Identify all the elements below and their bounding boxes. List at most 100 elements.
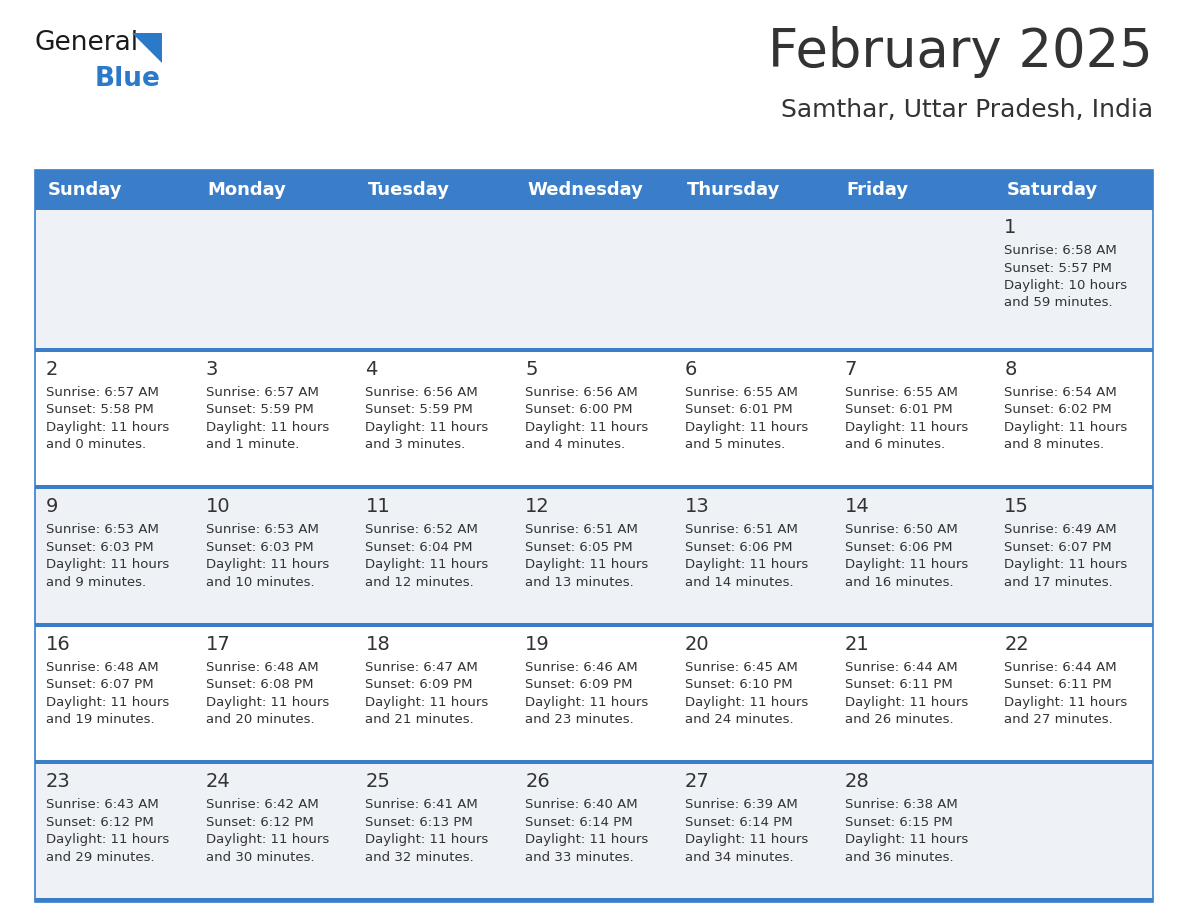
Text: Daylight: 11 hours: Daylight: 11 hours bbox=[1004, 696, 1127, 709]
Bar bbox=[514, 627, 674, 760]
Text: Sunset: 6:06 PM: Sunset: 6:06 PM bbox=[845, 541, 952, 554]
Text: and 16 minutes.: and 16 minutes. bbox=[845, 576, 953, 588]
Bar bbox=[674, 170, 834, 210]
Bar bbox=[195, 210, 354, 348]
Text: Daylight: 11 hours: Daylight: 11 hours bbox=[366, 558, 488, 571]
Text: Sunrise: 6:57 AM: Sunrise: 6:57 AM bbox=[206, 386, 318, 398]
Text: and 23 minutes.: and 23 minutes. bbox=[525, 713, 634, 726]
Text: Sunset: 6:07 PM: Sunset: 6:07 PM bbox=[1004, 541, 1112, 554]
Text: Sunrise: 6:51 AM: Sunrise: 6:51 AM bbox=[684, 523, 797, 536]
Bar bbox=[834, 170, 993, 210]
Bar bbox=[993, 352, 1154, 486]
Text: Sunset: 6:05 PM: Sunset: 6:05 PM bbox=[525, 541, 633, 554]
Text: and 19 minutes.: and 19 minutes. bbox=[46, 713, 154, 726]
Bar bbox=[993, 210, 1154, 348]
Bar bbox=[34, 170, 195, 210]
Text: Sunrise: 6:53 AM: Sunrise: 6:53 AM bbox=[206, 523, 318, 536]
Text: Sunrise: 6:39 AM: Sunrise: 6:39 AM bbox=[684, 799, 797, 812]
Bar bbox=[34, 622, 1154, 627]
Text: and 20 minutes.: and 20 minutes. bbox=[206, 713, 315, 726]
Text: Daylight: 11 hours: Daylight: 11 hours bbox=[845, 558, 968, 571]
Text: Monday: Monday bbox=[208, 181, 286, 199]
Text: Sunrise: 6:48 AM: Sunrise: 6:48 AM bbox=[206, 661, 318, 674]
Text: and 10 minutes.: and 10 minutes. bbox=[206, 576, 315, 588]
Bar bbox=[993, 170, 1154, 210]
Text: 20: 20 bbox=[684, 635, 709, 654]
Text: Daylight: 11 hours: Daylight: 11 hours bbox=[46, 558, 169, 571]
Text: 5: 5 bbox=[525, 360, 538, 378]
Polygon shape bbox=[132, 33, 162, 63]
Text: Sunset: 6:06 PM: Sunset: 6:06 PM bbox=[684, 541, 792, 554]
Bar bbox=[514, 765, 674, 898]
Text: Sunset: 6:01 PM: Sunset: 6:01 PM bbox=[684, 403, 792, 416]
Text: Sunrise: 6:51 AM: Sunrise: 6:51 AM bbox=[525, 523, 638, 536]
Text: 18: 18 bbox=[366, 635, 390, 654]
Bar bbox=[834, 765, 993, 898]
Text: and 4 minutes.: and 4 minutes. bbox=[525, 438, 625, 451]
Text: 26: 26 bbox=[525, 772, 550, 791]
Text: Daylight: 11 hours: Daylight: 11 hours bbox=[206, 834, 329, 846]
Text: Thursday: Thursday bbox=[687, 181, 781, 199]
Text: Sunset: 6:14 PM: Sunset: 6:14 PM bbox=[525, 816, 633, 829]
Text: 14: 14 bbox=[845, 498, 870, 516]
Bar bbox=[993, 765, 1154, 898]
Text: Sunrise: 6:38 AM: Sunrise: 6:38 AM bbox=[845, 799, 958, 812]
Text: 11: 11 bbox=[366, 498, 390, 516]
Text: Sunrise: 6:44 AM: Sunrise: 6:44 AM bbox=[1004, 661, 1117, 674]
Text: Sunrise: 6:47 AM: Sunrise: 6:47 AM bbox=[366, 661, 479, 674]
Text: and 5 minutes.: and 5 minutes. bbox=[684, 438, 785, 451]
Bar bbox=[993, 627, 1154, 760]
Text: Daylight: 11 hours: Daylight: 11 hours bbox=[684, 420, 808, 433]
Bar bbox=[354, 170, 514, 210]
Text: and 12 minutes.: and 12 minutes. bbox=[366, 576, 474, 588]
Text: Sunset: 6:13 PM: Sunset: 6:13 PM bbox=[366, 816, 473, 829]
Bar bbox=[834, 352, 993, 486]
Text: Daylight: 11 hours: Daylight: 11 hours bbox=[366, 696, 488, 709]
Bar bbox=[34, 352, 195, 486]
Text: General: General bbox=[34, 30, 139, 56]
Text: 22: 22 bbox=[1004, 635, 1029, 654]
Text: Daylight: 11 hours: Daylight: 11 hours bbox=[1004, 558, 1127, 571]
Text: and 9 minutes.: and 9 minutes. bbox=[46, 576, 146, 588]
Text: Daylight: 11 hours: Daylight: 11 hours bbox=[525, 696, 649, 709]
Bar bbox=[195, 352, 354, 486]
Text: Daylight: 11 hours: Daylight: 11 hours bbox=[206, 420, 329, 433]
Text: Daylight: 11 hours: Daylight: 11 hours bbox=[684, 834, 808, 846]
Text: and 1 minute.: and 1 minute. bbox=[206, 438, 299, 451]
Bar bbox=[834, 210, 993, 348]
Bar bbox=[354, 765, 514, 898]
Bar bbox=[834, 489, 993, 622]
Text: Friday: Friday bbox=[847, 181, 909, 199]
Text: 17: 17 bbox=[206, 635, 230, 654]
Bar bbox=[674, 765, 834, 898]
Text: Daylight: 11 hours: Daylight: 11 hours bbox=[684, 558, 808, 571]
Text: and 3 minutes.: and 3 minutes. bbox=[366, 438, 466, 451]
Text: Sunrise: 6:46 AM: Sunrise: 6:46 AM bbox=[525, 661, 638, 674]
Text: Sunset: 6:08 PM: Sunset: 6:08 PM bbox=[206, 678, 314, 691]
Bar bbox=[674, 627, 834, 760]
Bar bbox=[674, 352, 834, 486]
Text: Daylight: 11 hours: Daylight: 11 hours bbox=[366, 834, 488, 846]
Text: 10: 10 bbox=[206, 498, 230, 516]
Text: Sunset: 6:14 PM: Sunset: 6:14 PM bbox=[684, 816, 792, 829]
Text: 16: 16 bbox=[46, 635, 71, 654]
Text: Sunset: 5:57 PM: Sunset: 5:57 PM bbox=[1004, 262, 1112, 274]
Text: Sunrise: 6:41 AM: Sunrise: 6:41 AM bbox=[366, 799, 479, 812]
Bar bbox=[34, 898, 1154, 902]
Text: Daylight: 11 hours: Daylight: 11 hours bbox=[46, 834, 169, 846]
Text: Sunrise: 6:55 AM: Sunrise: 6:55 AM bbox=[684, 386, 797, 398]
Text: and 14 minutes.: and 14 minutes. bbox=[684, 576, 794, 588]
Bar bbox=[195, 765, 354, 898]
Text: 7: 7 bbox=[845, 360, 857, 378]
Bar bbox=[34, 348, 1154, 352]
Text: Sunrise: 6:44 AM: Sunrise: 6:44 AM bbox=[845, 661, 958, 674]
Text: and 34 minutes.: and 34 minutes. bbox=[684, 851, 794, 864]
Text: Sunset: 6:10 PM: Sunset: 6:10 PM bbox=[684, 678, 792, 691]
Text: 24: 24 bbox=[206, 772, 230, 791]
Text: and 6 minutes.: and 6 minutes. bbox=[845, 438, 944, 451]
Text: Sunrise: 6:43 AM: Sunrise: 6:43 AM bbox=[46, 799, 159, 812]
Text: Daylight: 11 hours: Daylight: 11 hours bbox=[206, 558, 329, 571]
Text: 2: 2 bbox=[46, 360, 58, 378]
Text: 19: 19 bbox=[525, 635, 550, 654]
Text: Sunset: 6:02 PM: Sunset: 6:02 PM bbox=[1004, 403, 1112, 416]
